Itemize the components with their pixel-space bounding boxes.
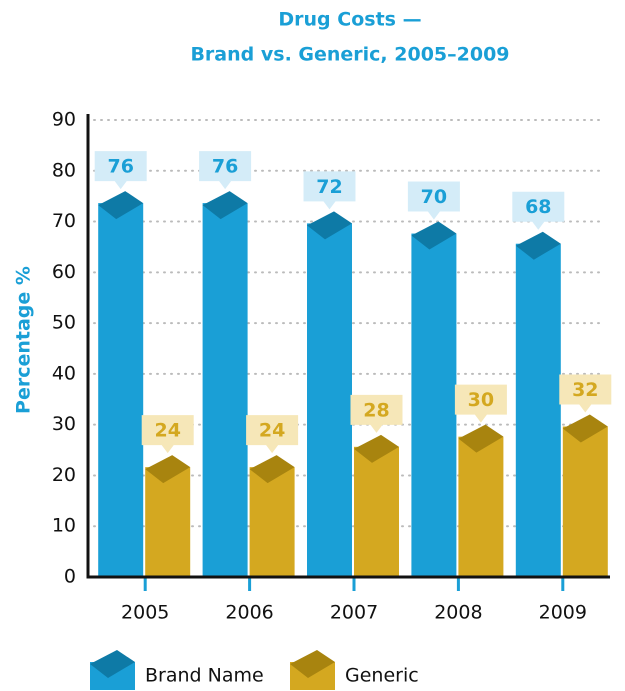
bar: [515, 243, 561, 577]
x-tick-label: 2008: [434, 602, 482, 624]
bar-cap: [202, 191, 248, 220]
value-label-box: [303, 171, 356, 210]
value-label: 30: [468, 389, 494, 411]
bar-cap: [98, 191, 144, 220]
value-label: 76: [212, 156, 238, 178]
bar: [562, 426, 608, 577]
y-tick-label: 0: [64, 566, 76, 588]
y-tick-label: 10: [52, 515, 76, 537]
value-label-box: [199, 151, 252, 190]
y-tick-label: 50: [52, 312, 76, 334]
x-tick-label: 2005: [121, 602, 169, 624]
bar-cap: [249, 455, 295, 484]
bar: [411, 233, 457, 578]
value-label: 70: [421, 186, 447, 208]
legend-swatch-cap: [90, 650, 135, 678]
value-label-box: [559, 374, 612, 413]
y-tick-label: 90: [52, 109, 76, 131]
bar-cap: [515, 231, 561, 260]
value-label: 72: [316, 176, 342, 198]
bar-cap: [411, 221, 457, 250]
value-label-box: [407, 181, 460, 220]
chart-title: Brand vs. Generic, 2005–2009: [190, 44, 509, 66]
y-tick-label: 40: [52, 362, 76, 384]
y-axis-title: Percentage %: [13, 266, 35, 414]
bar: [249, 467, 295, 577]
bar: [307, 223, 352, 577]
y-tick-label: 20: [52, 464, 76, 486]
legend-swatch-cap: [290, 650, 335, 678]
bar: [354, 446, 399, 577]
bar: [98, 203, 144, 578]
bar-cap: [458, 424, 504, 453]
bar: [145, 467, 191, 577]
bar-cap: [354, 434, 399, 463]
value-label-box: [141, 415, 194, 454]
y-tick-label: 70: [52, 210, 76, 232]
y-tick-label: 30: [52, 413, 76, 435]
value-label: 76: [107, 156, 133, 178]
x-tick-label: 2007: [330, 602, 378, 624]
y-tick-label: 80: [52, 159, 76, 181]
bar-cap: [145, 455, 191, 484]
bar-cap: [307, 211, 352, 240]
bar: [202, 203, 248, 578]
bar-cap: [562, 414, 608, 443]
bar: [458, 436, 504, 577]
value-label: 24: [154, 420, 180, 442]
x-tick-label: 2006: [225, 602, 273, 624]
x-tick-label: 2009: [539, 602, 587, 624]
chart-title: Drug Costs —: [278, 9, 421, 31]
value-label-box: [512, 191, 565, 230]
legend-label: Generic: [345, 665, 419, 687]
legend-label: Brand Name: [145, 665, 264, 687]
value-label: 28: [363, 399, 389, 421]
value-label-box: [94, 151, 147, 190]
value-label-box: [350, 394, 403, 433]
value-label: 24: [259, 420, 285, 442]
value-label-box: [454, 384, 507, 423]
value-label-box: [246, 415, 299, 454]
y-tick-label: 60: [52, 261, 76, 283]
value-label: 32: [572, 379, 598, 401]
value-label: 68: [525, 196, 551, 218]
